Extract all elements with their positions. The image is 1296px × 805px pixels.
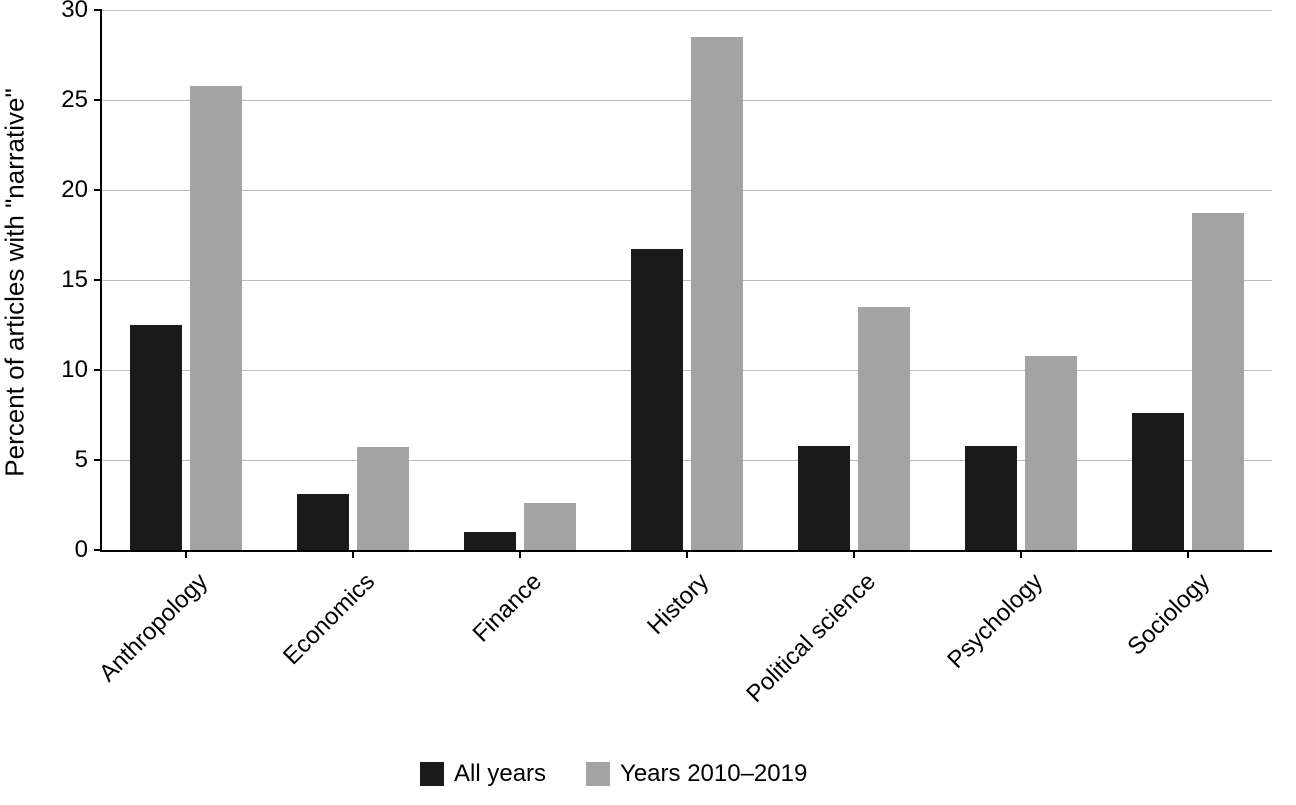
bar <box>691 37 743 550</box>
bar <box>1132 413 1184 550</box>
y-tick-mark <box>94 369 102 371</box>
x-tick-mark <box>519 550 521 558</box>
y-tick-mark <box>94 99 102 101</box>
x-tick-mark <box>1187 550 1189 558</box>
gridline <box>102 370 1272 371</box>
y-tick-mark <box>94 459 102 461</box>
bar <box>631 249 683 550</box>
bar <box>965 446 1017 550</box>
y-tick-label: 5 <box>50 446 88 474</box>
chart-container: Percent of articles with "narrative" All… <box>0 0 1296 805</box>
y-tick-label: 0 <box>50 536 88 564</box>
y-tick-label: 20 <box>50 176 88 204</box>
bar <box>464 532 516 550</box>
y-tick-mark <box>94 189 102 191</box>
x-tick-mark <box>853 550 855 558</box>
gridline <box>102 190 1272 191</box>
legend-swatch <box>586 762 610 786</box>
x-tick-mark <box>1020 550 1022 558</box>
bar <box>524 503 576 550</box>
bar <box>798 446 850 550</box>
bar <box>130 325 182 550</box>
gridline <box>102 100 1272 101</box>
bar <box>1025 356 1077 550</box>
gridline <box>102 460 1272 461</box>
x-tick-mark <box>352 550 354 558</box>
y-tick-label: 30 <box>50 0 88 24</box>
legend: All yearsYears 2010–2019 <box>420 760 807 788</box>
bar <box>1192 213 1244 550</box>
gridline <box>102 280 1272 281</box>
bar <box>297 494 349 550</box>
bar <box>858 307 910 550</box>
gridline <box>102 10 1272 11</box>
plot-area <box>100 10 1272 552</box>
y-tick-label: 10 <box>50 356 88 384</box>
y-tick-label: 25 <box>50 86 88 114</box>
y-tick-label: 15 <box>50 266 88 294</box>
y-axis-title: Percent of articles with "narrative" <box>0 13 31 553</box>
y-tick-mark <box>94 9 102 11</box>
x-tick-mark <box>686 550 688 558</box>
bar <box>190 86 242 550</box>
bar <box>357 447 409 550</box>
y-tick-mark <box>94 279 102 281</box>
legend-swatch <box>420 762 444 786</box>
legend-label: Years 2010–2019 <box>620 760 807 788</box>
y-tick-mark <box>94 549 102 551</box>
x-tick-mark <box>185 550 187 558</box>
